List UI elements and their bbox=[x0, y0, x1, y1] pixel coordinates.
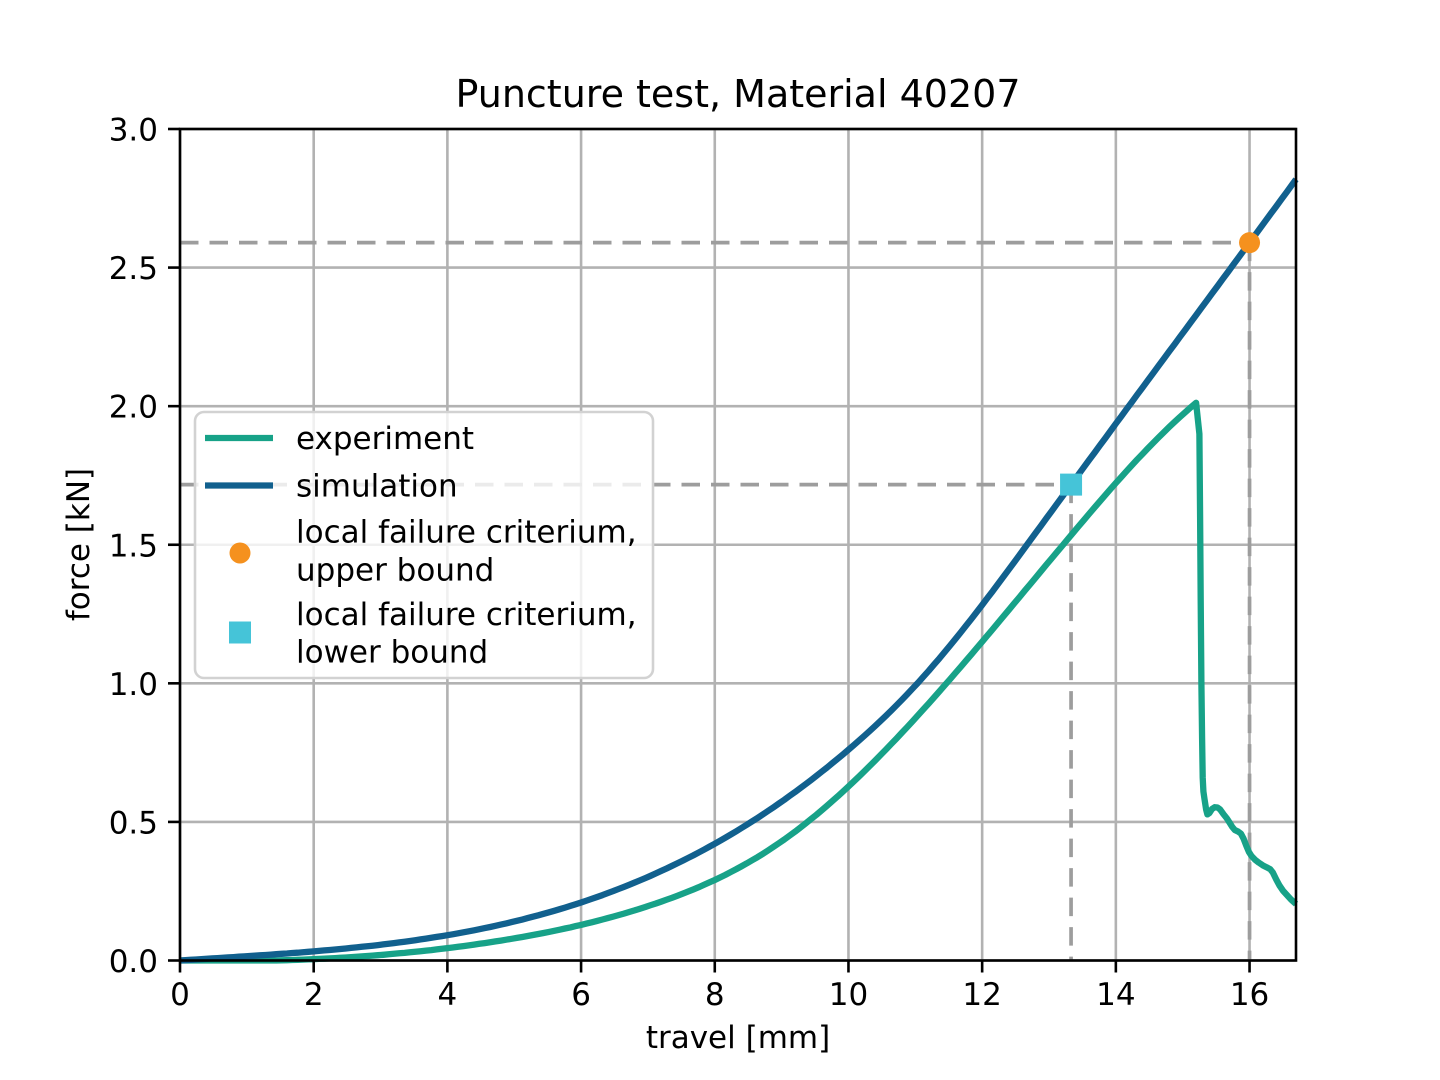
x-tick-label-6: 6 bbox=[571, 977, 591, 1013]
marker-lower-bound bbox=[1060, 473, 1083, 496]
legend-handle-3 bbox=[229, 542, 251, 564]
legend-label-4-line2: lower bound bbox=[296, 635, 488, 671]
x-axis-label: travel [mm] bbox=[646, 1020, 830, 1056]
x-tick-label-16: 16 bbox=[1230, 977, 1269, 1013]
legend-label-4: local failure criterium, bbox=[296, 597, 637, 633]
chart-title: Puncture test, Material 40207 bbox=[455, 72, 1020, 116]
y-axis-label: force [kN] bbox=[61, 468, 97, 621]
legend-label-3-line2: upper bound bbox=[296, 553, 494, 589]
grid-lines bbox=[178, 127, 1296, 962]
curve-simulation bbox=[179, 177, 1299, 964]
y-tick-label-0.0: 0.0 bbox=[109, 944, 158, 980]
y-tick-label-0.5: 0.5 bbox=[109, 805, 158, 841]
legend-box bbox=[193, 410, 655, 680]
legend-label-3: local failure criterium, bbox=[296, 515, 637, 551]
failure-criterium-markers bbox=[1060, 232, 1261, 496]
y-tick-label-1.5: 1.5 bbox=[109, 528, 158, 564]
axes: 0 2 4 6 8 10 12 14 16 0.0 0.5 1.0 1.5 2.0 2.5 3.0 bbox=[109, 113, 1298, 1013]
data-series bbox=[179, 177, 1299, 964]
curve-experiment bbox=[180, 399, 1299, 964]
x-tick-label-2: 2 bbox=[304, 977, 324, 1013]
legend-label-1: experiment bbox=[296, 421, 474, 457]
y-tick-label-2.5: 2.5 bbox=[109, 251, 158, 287]
x-tick-label-14: 14 bbox=[1096, 977, 1135, 1013]
x-tick-label-10: 10 bbox=[829, 977, 868, 1013]
y-tick-label-3.0: 3.0 bbox=[109, 113, 158, 149]
y-tick-label-2.0: 2.0 bbox=[109, 390, 158, 426]
y-tick-label-1.0: 1.0 bbox=[109, 667, 158, 703]
x-tick-label-4: 4 bbox=[438, 977, 458, 1013]
legend: experiment simulation local failure criter… bbox=[193, 410, 655, 680]
marker-upper-bound bbox=[1239, 232, 1261, 254]
x-tick-label-8: 8 bbox=[705, 977, 725, 1013]
x-tick-label-0: 0 bbox=[170, 977, 190, 1013]
x-tick-label-12: 12 bbox=[962, 977, 1001, 1013]
legend-handle-4 bbox=[229, 621, 251, 644]
legend-label-2: simulation bbox=[296, 469, 458, 505]
